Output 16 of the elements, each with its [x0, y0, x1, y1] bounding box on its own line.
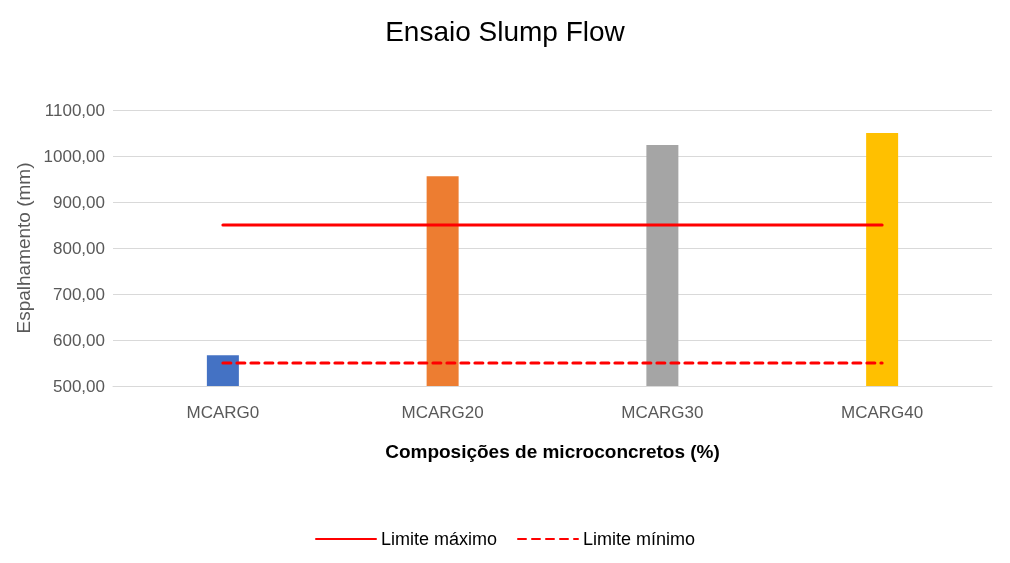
y-tick-label: 600,00	[53, 330, 105, 350]
x-tick-label: MCARG40	[841, 403, 924, 422]
y-tick-label: 700,00	[53, 284, 105, 304]
x-tick-label: MCARG20	[401, 403, 484, 422]
y-tick-label: 800,00	[53, 238, 105, 258]
x-axis-title: Composições de microconcretos (%)	[385, 441, 720, 462]
legend-label: Limite máximo	[380, 529, 498, 549]
x-tick-label: MCARG30	[621, 403, 704, 422]
chart-title: Ensaio Slump Flow	[385, 15, 626, 47]
x-tick-label: MCARG0	[186, 403, 260, 422]
y-axis-title: Espalhamento (mm)	[12, 162, 34, 334]
y-tick-label: 1100,00	[44, 100, 105, 120]
legend-label: Limite mínimo	[583, 529, 696, 549]
y-tick-label: 1000,00	[43, 146, 105, 166]
y-tick-label: 500,00	[53, 376, 105, 396]
y-tick-label: 900,00	[53, 192, 105, 212]
